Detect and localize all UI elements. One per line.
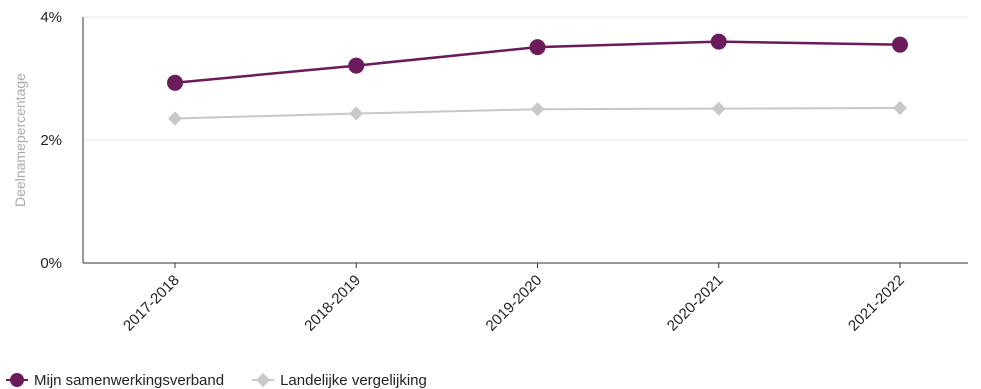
axes: Deelnamepercentage xyxy=(12,17,968,264)
grid-lines xyxy=(83,16,968,141)
series-0 xyxy=(167,33,908,91)
x-tick-label: 2020-2021 xyxy=(664,272,727,335)
data-point xyxy=(167,74,183,91)
y-axis-title: Deelnamepercentage xyxy=(12,73,28,207)
data-point xyxy=(530,102,545,117)
data-point xyxy=(529,39,546,56)
legend-label: Landelijke vergelijking xyxy=(280,372,427,389)
data-point xyxy=(349,106,364,121)
legend-label: Mijn samenwerkingsverband xyxy=(34,372,224,389)
data-point xyxy=(710,33,727,50)
y-tick-labels: 0% 2% 4% xyxy=(40,9,62,272)
x-tick-label: 2018-2019 xyxy=(301,272,364,335)
legend-item-1: Landelijke vergelijking xyxy=(252,372,427,389)
series-1 xyxy=(168,101,907,126)
data-point xyxy=(168,111,182,126)
data-point xyxy=(711,101,726,116)
series xyxy=(167,33,908,126)
y-tick-label: 4% xyxy=(40,9,62,26)
x-tick-labels: 2017-2018 2018-2019 2019-2020 2020-2021 2021… xyxy=(120,263,908,335)
x-tick-label: 2021-2022 xyxy=(845,272,908,335)
y-tick-label: 2% xyxy=(40,132,62,149)
x-tick-label: 2019-2020 xyxy=(483,272,546,335)
legend: Mijn samenwerkingsverband Landelijke verg… xyxy=(6,372,427,389)
y-tick-label: 0% xyxy=(40,255,62,272)
legend-marker xyxy=(256,373,271,387)
data-point xyxy=(893,101,907,116)
data-point xyxy=(348,57,365,74)
legend-item-0: Mijn samenwerkingsverband xyxy=(6,372,224,389)
legend-marker xyxy=(10,373,24,387)
x-tick-label: 2017-2018 xyxy=(120,272,183,335)
data-point xyxy=(892,36,908,53)
